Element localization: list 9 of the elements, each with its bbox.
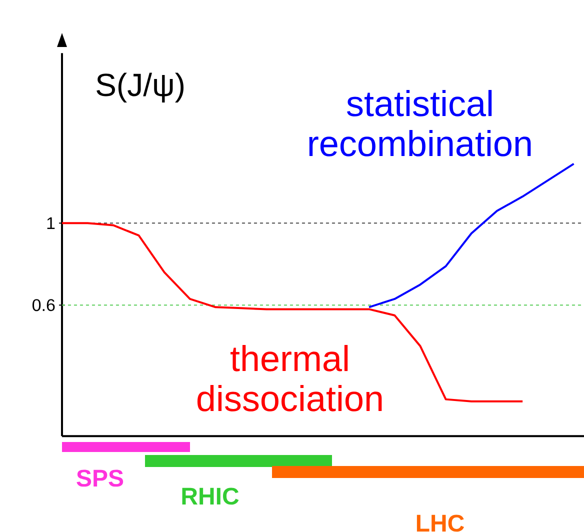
line-series <box>368 162 575 308</box>
y-axis-title: S(J/ψ) <box>96 72 184 103</box>
text: SPS <box>76 470 124 487</box>
series-label: thermal dissociation <box>197 344 382 412</box>
text: LHC <box>416 514 464 532</box>
y-tick-label: 1 <box>47 217 55 230</box>
series-label: statistical recombination <box>309 90 531 156</box>
y-tick-label: 0.6 <box>32 299 55 312</box>
text: RHIC <box>182 488 239 505</box>
